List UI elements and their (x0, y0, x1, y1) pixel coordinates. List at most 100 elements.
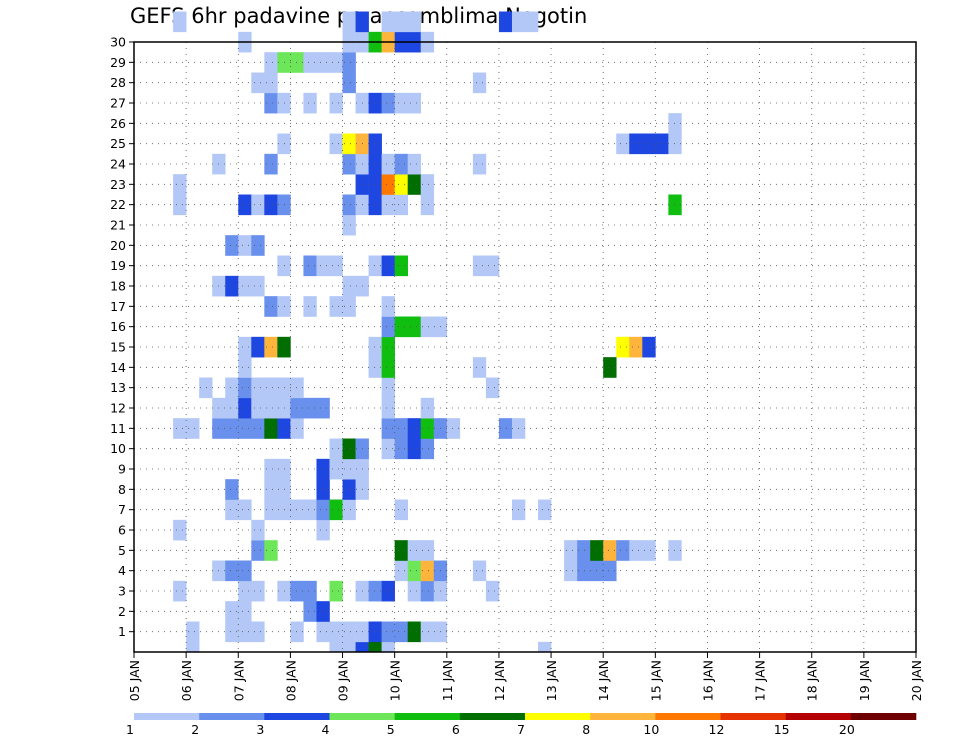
heatmap-cell (472, 153, 487, 175)
heatmap-cell (407, 153, 422, 175)
legend-swatch (655, 713, 721, 720)
heatmap-cell (303, 397, 317, 419)
heatmap-cell (381, 174, 395, 195)
heatmap-cell (381, 418, 395, 439)
heatmap-cell (316, 601, 330, 622)
heatmap-cell (368, 580, 382, 602)
heatmap-cell (264, 418, 278, 439)
x-tick-label: 18 JAN (805, 660, 820, 701)
heatmap-cell (381, 92, 395, 114)
heatmap-cells (173, 11, 682, 653)
heatmap-cell (564, 560, 578, 582)
legend-label: 1 (126, 722, 134, 737)
heatmap-cell (303, 580, 317, 602)
x-tick-label: 11 JAN (440, 660, 455, 701)
heatmap-cell (407, 560, 422, 582)
x-tick-label: 07 JAN (231, 660, 246, 701)
legend-label: 10 (643, 722, 659, 737)
heatmap-cell (420, 580, 435, 602)
heatmap-cell (186, 621, 200, 643)
legend-label: 12 (709, 722, 725, 737)
heatmap-cell (225, 418, 239, 439)
y-tick-label: 8 (118, 482, 126, 497)
heatmap-cell (264, 153, 278, 175)
heatmap-cell (251, 580, 265, 602)
heatmap-cell (394, 560, 408, 582)
heatmap-cell (238, 397, 252, 419)
heatmap-cell (342, 275, 356, 297)
legend-swatch (329, 713, 395, 720)
heatmap-cell (668, 133, 682, 155)
heatmap-cell (342, 296, 356, 317)
heatmap-cell (342, 72, 356, 94)
legend-label: 4 (322, 722, 330, 737)
heatmap-cell (498, 11, 513, 33)
heatmap-cell (251, 275, 265, 297)
heatmap-cell (303, 601, 317, 622)
heatmap-cell (538, 641, 552, 653)
y-tick-label: 6 (118, 523, 126, 538)
legend-label: 15 (774, 722, 790, 737)
heatmap-cell (251, 72, 265, 94)
heatmap-cell (290, 499, 304, 521)
y-tick-label: 30 (110, 35, 126, 50)
heatmap-cell (407, 438, 422, 460)
legend-swatch (720, 713, 786, 720)
heatmap-cell (316, 519, 330, 541)
y-tick-label: 24 (110, 157, 126, 172)
heatmap-cell (342, 458, 356, 480)
y-tick-label: 5 (118, 543, 126, 558)
legend-label: 8 (582, 722, 590, 737)
heatmap-cell (394, 92, 408, 114)
heatmap-cell (668, 194, 682, 216)
legend-label: 2 (191, 722, 199, 737)
heatmap-cell (420, 540, 435, 561)
y-tick-label: 27 (110, 96, 126, 111)
heatmap-cell (225, 235, 239, 256)
heatmap-cell (368, 133, 382, 155)
heatmap-cell (290, 418, 304, 439)
heatmap-cell (238, 336, 252, 358)
heatmap-cell (394, 418, 408, 439)
heatmap-cell (668, 113, 682, 134)
heatmap-cell (173, 11, 187, 33)
x-tick-label: 05 JAN (127, 660, 142, 701)
heatmap-cell (472, 72, 487, 94)
heatmap-cell (485, 580, 500, 602)
heatmap-cell (225, 621, 239, 643)
heatmap-cell (316, 397, 330, 419)
heatmap-cell (316, 479, 330, 500)
heatmap-cell (642, 540, 656, 561)
heatmap-cell (642, 336, 656, 358)
heatmap-cell (642, 133, 656, 155)
heatmap-cell (577, 540, 591, 561)
y-tick-label: 25 (110, 136, 126, 151)
heatmap-cell (329, 641, 343, 653)
heatmap-cell (381, 357, 395, 378)
heatmap-cell (368, 357, 382, 378)
heatmap-cell (225, 499, 239, 521)
heatmap-cell (420, 621, 435, 643)
heatmap-cell (225, 397, 239, 419)
heatmap-cell (238, 560, 252, 582)
heatmap-cell (251, 377, 265, 399)
x-tick-label: 06 JAN (179, 660, 194, 701)
heatmap-cell (368, 153, 382, 175)
heatmap-cell (342, 153, 356, 175)
legend-swatch (199, 713, 265, 720)
legend-swatch (850, 713, 917, 720)
heatmap-cell (251, 540, 265, 561)
heatmap-cell (303, 92, 317, 114)
heatmap-cell (329, 296, 343, 317)
y-tick-label: 20 (110, 238, 126, 253)
heatmap-cell (498, 418, 513, 439)
heatmap-cell (225, 601, 239, 622)
heatmap-cell (342, 194, 356, 216)
heatmap-cell (342, 479, 356, 500)
heatmap-cell (264, 194, 278, 216)
heatmap-cell (368, 336, 382, 358)
legend-swatch (459, 713, 526, 720)
y-tick-label: 1 (118, 624, 126, 639)
heatmap-cell (342, 214, 356, 236)
